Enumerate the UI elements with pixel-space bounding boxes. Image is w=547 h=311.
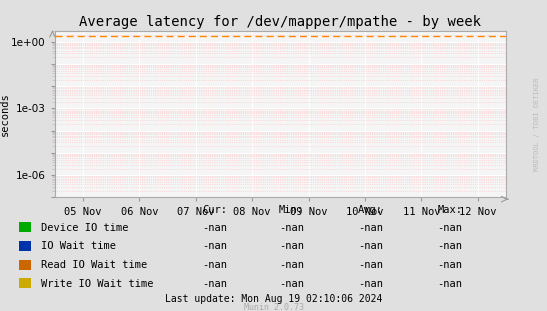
Text: Read IO Wait time: Read IO Wait time xyxy=(41,260,147,270)
Text: IO Wait time: IO Wait time xyxy=(41,241,116,251)
Y-axis label: seconds: seconds xyxy=(0,92,10,136)
Text: -nan: -nan xyxy=(438,279,463,289)
Text: Munin 2.0.73: Munin 2.0.73 xyxy=(243,304,304,311)
Text: -nan: -nan xyxy=(202,260,228,270)
Text: Write IO Wait time: Write IO Wait time xyxy=(41,279,154,289)
Text: -nan: -nan xyxy=(438,260,463,270)
Text: -nan: -nan xyxy=(202,241,228,251)
Text: -nan: -nan xyxy=(202,223,228,233)
Text: -nan: -nan xyxy=(358,223,383,233)
Text: -nan: -nan xyxy=(279,279,304,289)
Text: Avg:: Avg: xyxy=(358,205,383,215)
Title: Average latency for /dev/mapper/mpathe - by week: Average latency for /dev/mapper/mpathe -… xyxy=(79,15,481,29)
Text: -nan: -nan xyxy=(202,279,228,289)
Text: Device IO time: Device IO time xyxy=(41,223,129,233)
Text: Min:: Min: xyxy=(279,205,304,215)
Text: -nan: -nan xyxy=(279,260,304,270)
Text: -nan: -nan xyxy=(279,223,304,233)
Text: -nan: -nan xyxy=(438,241,463,251)
Text: RRDTOOL / TOBI OETIKER: RRDTOOL / TOBI OETIKER xyxy=(534,78,540,171)
Text: Max:: Max: xyxy=(438,205,463,215)
Text: -nan: -nan xyxy=(279,241,304,251)
Text: -nan: -nan xyxy=(438,223,463,233)
Text: Cur:: Cur: xyxy=(202,205,228,215)
Text: -nan: -nan xyxy=(358,260,383,270)
Text: Last update: Mon Aug 19 02:10:06 2024: Last update: Mon Aug 19 02:10:06 2024 xyxy=(165,294,382,304)
Text: -nan: -nan xyxy=(358,279,383,289)
Text: -nan: -nan xyxy=(358,241,383,251)
